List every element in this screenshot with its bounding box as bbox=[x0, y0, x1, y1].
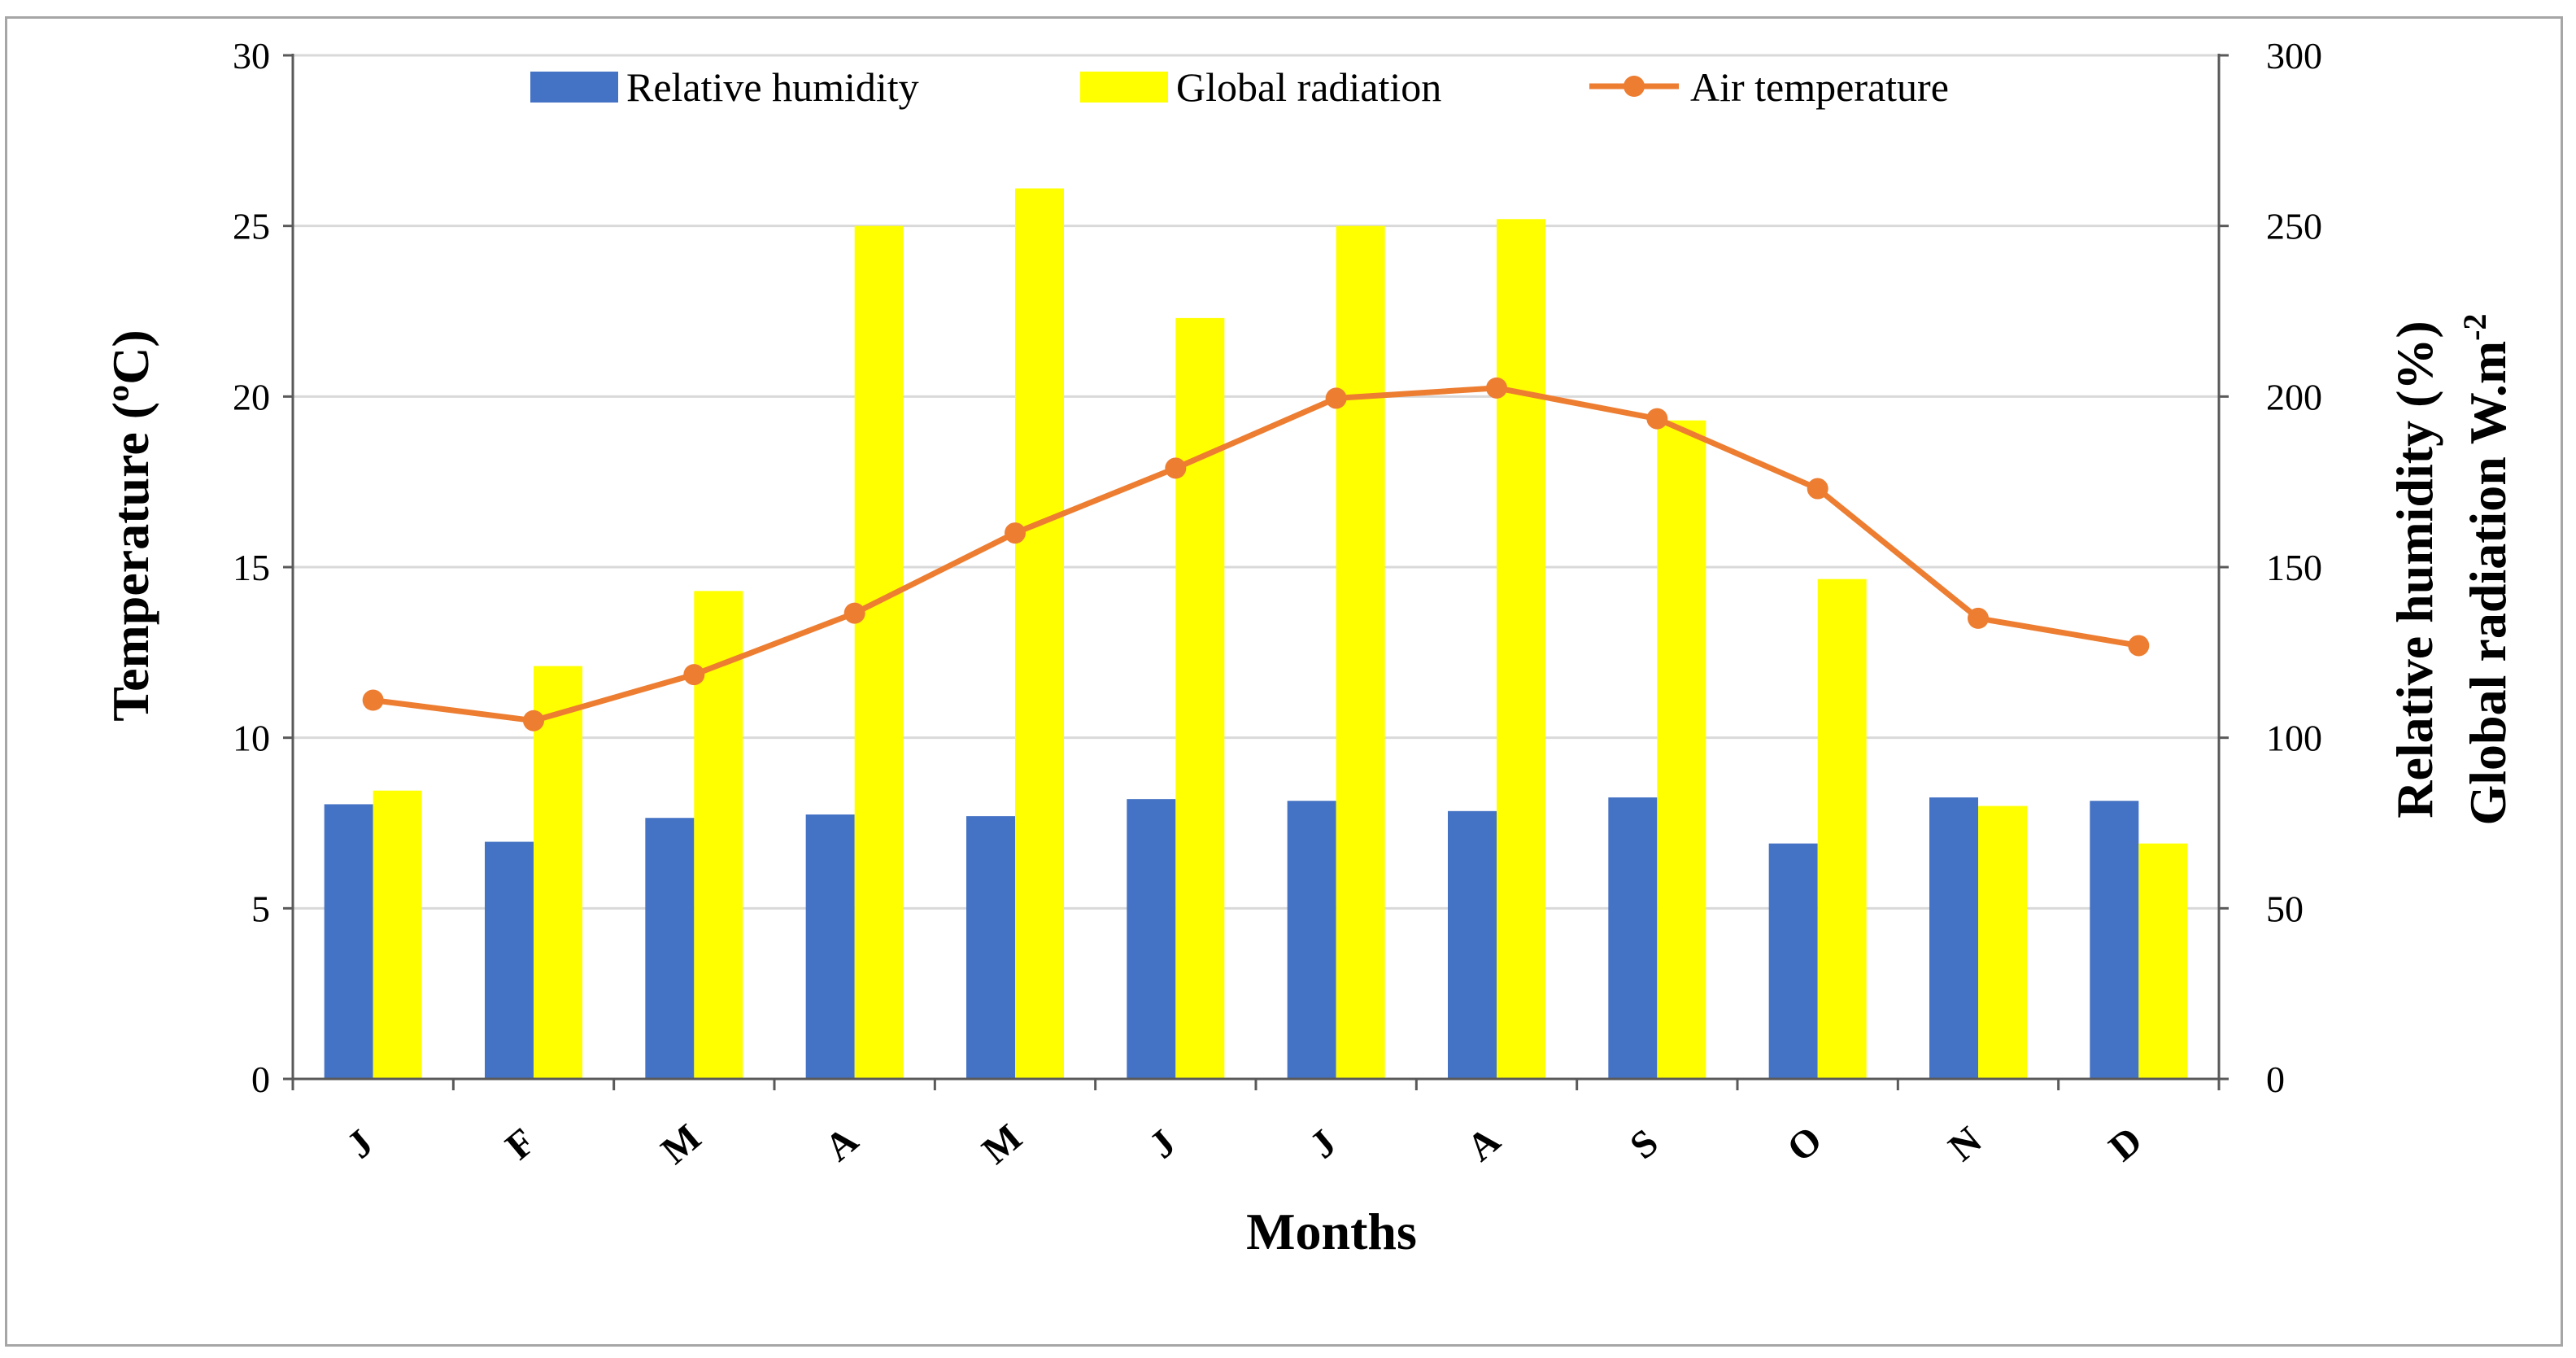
y-tick-left: 25 bbox=[233, 206, 270, 247]
bar-global-radiation bbox=[1817, 579, 1867, 1079]
point-air-temperature bbox=[683, 664, 705, 686]
y-axis-right-title-superscript: -2 bbox=[2456, 313, 2493, 340]
line-air-temperature bbox=[373, 385, 2139, 724]
x-tick-label: S bbox=[1622, 1120, 1667, 1168]
x-tick-label: N bbox=[1941, 1118, 1990, 1169]
bar-global-radiation bbox=[534, 666, 582, 1079]
x-tick-label: J bbox=[1141, 1121, 1183, 1167]
y-tick-right: 50 bbox=[2266, 888, 2304, 929]
bar-relative-humidity bbox=[1608, 797, 1658, 1079]
bar-relative-humidity bbox=[1287, 801, 1336, 1079]
x-tick-label: A bbox=[817, 1118, 866, 1169]
bar-global-radiation bbox=[1175, 317, 1225, 1079]
x-tick-label: D bbox=[2101, 1119, 2151, 1170]
point-air-temperature bbox=[1325, 387, 1347, 409]
point-air-temperature bbox=[1646, 408, 1668, 430]
bar-global-radiation bbox=[854, 225, 904, 1080]
bar-relative-humidity bbox=[1929, 797, 1978, 1079]
chart-frame bbox=[5, 16, 2563, 1347]
y-tick-left: 5 bbox=[251, 888, 270, 929]
y-tick-right: 150 bbox=[2266, 547, 2322, 588]
bar-relative-humidity bbox=[2090, 801, 2139, 1079]
gridlines bbox=[293, 54, 2219, 910]
y-tick-left: 0 bbox=[251, 1059, 270, 1100]
x-tick-label: A bbox=[1459, 1118, 1509, 1169]
point-air-temperature bbox=[843, 602, 865, 624]
y-tick-left: 30 bbox=[233, 35, 270, 76]
x-tick-label: O bbox=[1779, 1118, 1830, 1171]
point-air-temperature bbox=[1165, 457, 1187, 479]
x-tick-label: M bbox=[653, 1116, 709, 1172]
x-tick-label: F bbox=[498, 1120, 544, 1168]
x-axis-title: Months bbox=[1246, 1203, 1417, 1260]
axes bbox=[283, 54, 2229, 1090]
bar-global-radiation bbox=[1978, 806, 2027, 1079]
point-air-temperature bbox=[2128, 635, 2150, 657]
legend-swatch-global-radiation bbox=[1080, 72, 1168, 103]
bar-global-radiation bbox=[373, 790, 422, 1079]
y-tick-right: 300 bbox=[2266, 35, 2322, 76]
legend-marker-air-temperature bbox=[1624, 76, 1645, 97]
y-tick-right: 100 bbox=[2266, 718, 2322, 759]
y-axis-left-title: Temperature (ºC) bbox=[102, 330, 159, 721]
bar-global-radiation bbox=[1497, 219, 1545, 1079]
point-air-temperature bbox=[362, 689, 384, 711]
bar-global-radiation bbox=[2138, 843, 2188, 1079]
bar-global-radiation bbox=[1657, 420, 1706, 1079]
legend-label-global-radiation: Global radiation bbox=[1176, 64, 1441, 110]
bar-relative-humidity bbox=[1448, 810, 1497, 1079]
x-tick-label: J bbox=[338, 1121, 381, 1167]
y-axis-right-title-line2-text: Global radiation W.m bbox=[2459, 341, 2517, 826]
y-tick-right: 0 bbox=[2266, 1059, 2285, 1100]
bar-relative-humidity bbox=[1768, 843, 1818, 1079]
bar-global-radiation bbox=[1015, 188, 1064, 1079]
bar-relative-humidity bbox=[324, 804, 373, 1079]
point-air-temperature bbox=[1807, 478, 1828, 500]
y-tick-right: 250 bbox=[2266, 206, 2322, 247]
point-air-temperature bbox=[523, 710, 544, 731]
bar-global-radiation bbox=[1336, 225, 1385, 1080]
y-tick-right: 200 bbox=[2266, 376, 2322, 417]
y-tick-left: 20 bbox=[233, 376, 270, 417]
bar-relative-humidity bbox=[966, 816, 1015, 1079]
y-tick-left: 10 bbox=[233, 718, 270, 759]
legend: Relative humidity Global radiation Air t… bbox=[530, 64, 1949, 110]
temperature-line bbox=[362, 377, 2150, 731]
legend-swatch-relative-humidity bbox=[530, 72, 618, 103]
legend-label-relative-humidity: Relative humidity bbox=[626, 64, 919, 110]
bar-relative-humidity bbox=[485, 841, 534, 1079]
y-axis-right-title-line1: Relative humidity (%) bbox=[2386, 321, 2443, 819]
bar-relative-humidity bbox=[1127, 799, 1176, 1079]
x-tick-label: M bbox=[974, 1116, 1031, 1172]
legend-label-air-temperature: Air temperature bbox=[1690, 64, 1949, 110]
point-air-temperature bbox=[1486, 377, 1507, 399]
bar-relative-humidity bbox=[645, 818, 695, 1079]
y-axis-right-title-line2: Global radiation W.m-2 bbox=[2456, 313, 2517, 825]
point-air-temperature bbox=[1005, 522, 1026, 544]
point-air-temperature bbox=[1968, 607, 1989, 629]
bars bbox=[324, 188, 2188, 1080]
y-tick-left: 15 bbox=[233, 547, 270, 588]
x-tick-label: J bbox=[1301, 1121, 1344, 1167]
bar-relative-humidity bbox=[805, 814, 855, 1079]
